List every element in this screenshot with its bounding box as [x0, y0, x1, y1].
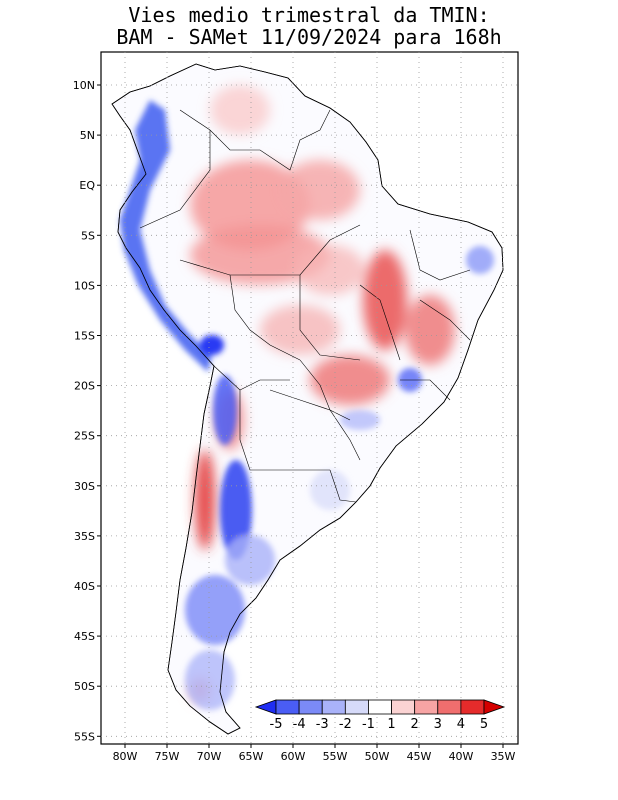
colorbar-label: -5 — [270, 717, 283, 732]
lat-label: 10S — [74, 279, 95, 292]
colorbar-segment — [344, 699, 369, 715]
lon-label: 70W — [197, 750, 222, 763]
lon-label: 75W — [155, 750, 180, 763]
political-borders — [139, 109, 471, 503]
colorbar-label: 4 — [457, 717, 465, 732]
lon-label: 35W — [491, 750, 516, 763]
lat-label: 25S — [74, 430, 95, 443]
lat-label: 55S — [74, 730, 95, 743]
colorbar-segment — [437, 699, 462, 715]
map-title-line-2: BAM - SAMet 11/09/2024 para 168h — [116, 25, 502, 49]
lat-label: 35S — [74, 530, 95, 543]
lon-label: 80W — [113, 750, 138, 763]
colorbar-segment — [414, 699, 439, 715]
lon-label: 65W — [239, 750, 264, 763]
longitude-labels: 80W 75W 70W 65W 60W 55W 50W 45W 40W 35W — [113, 744, 516, 763]
colorbar-label: 5 — [480, 717, 488, 732]
colorbar-segment — [298, 699, 323, 715]
latitude-labels: 10N 5N EQ 5S 10S 15S 20S 25S 30S 35S 40S 45S 50S 55S — [73, 79, 101, 743]
lat-label: EQ — [79, 179, 95, 192]
lon-label: 50W — [365, 750, 390, 763]
lat-label: 10N — [73, 79, 95, 92]
lon-label: 45W — [407, 750, 432, 763]
colorbar-segment — [275, 699, 300, 715]
colorbar-label: 3 — [434, 717, 442, 732]
colorbar-label: -3 — [316, 717, 329, 732]
colorbar-arrow-right — [483, 699, 506, 715]
lat-label: 45S — [74, 630, 95, 643]
map-title-line-1: Vies medio trimestral da TMIN: — [128, 3, 490, 27]
lon-label: 55W — [323, 750, 348, 763]
colorbar-label: 2 — [411, 717, 419, 732]
coastline — [111, 63, 504, 735]
colorbar-segment — [460, 699, 485, 715]
colorbar: -5 -4 -3 -2 -1 1 2 3 4 5 — [254, 699, 506, 732]
colorbar-segment — [391, 699, 416, 715]
lat-label: 5N — [80, 129, 95, 142]
lat-label: 20S — [74, 380, 95, 393]
lat-label: 40S — [74, 580, 95, 593]
grid-lines — [101, 52, 518, 744]
colorbar-label: -4 — [293, 717, 306, 732]
colorbar-segment — [321, 699, 346, 715]
colorbar-label: 1 — [387, 717, 395, 732]
colorbar-segment — [368, 699, 392, 715]
colorbar-label: -1 — [362, 717, 375, 732]
lon-label: 60W — [281, 750, 306, 763]
lat-label: 5S — [81, 229, 95, 242]
lat-label: 15S — [74, 330, 95, 343]
colorbar-label: -2 — [339, 717, 352, 732]
lon-label: 40W — [449, 750, 474, 763]
lat-label: 50S — [74, 680, 95, 693]
lat-label: 30S — [74, 480, 95, 493]
